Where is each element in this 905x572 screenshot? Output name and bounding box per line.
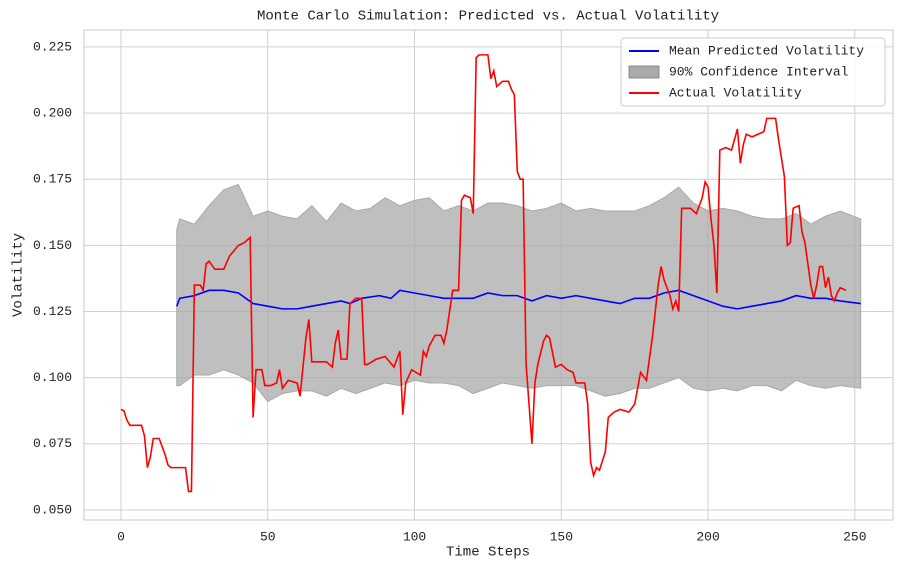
legend-label: 90% Confidence Interval bbox=[669, 64, 849, 79]
y-axis-label: Volatility bbox=[11, 233, 27, 317]
series-line bbox=[120, 54, 847, 493]
y-tick-label: 0.125 bbox=[33, 304, 72, 319]
confidence-band bbox=[176, 183, 862, 403]
y-tick-label: 0.050 bbox=[33, 502, 72, 517]
legend-box bbox=[620, 37, 886, 107]
y-tick-label: 0.225 bbox=[33, 39, 72, 54]
legend-label: Mean Predicted Volatility bbox=[669, 43, 864, 58]
x-tick-label: 150 bbox=[550, 529, 573, 544]
legend-swatch bbox=[628, 65, 660, 79]
x-axis-label: Time Steps bbox=[446, 545, 530, 561]
y-tick-label: 0.100 bbox=[33, 370, 72, 385]
x-tick-label: 100 bbox=[403, 529, 426, 544]
x-tick-label: 250 bbox=[843, 529, 866, 544]
series-line bbox=[176, 289, 861, 310]
legend: Mean Predicted Volatility 90% Confidence … bbox=[620, 37, 886, 107]
legend-label: Actual Volatility bbox=[669, 85, 802, 100]
x-tick-label: 50 bbox=[260, 529, 276, 544]
x-tick-label: 200 bbox=[696, 529, 719, 544]
y-tick-label: 0.150 bbox=[33, 238, 72, 253]
y-tick-label: 0.175 bbox=[33, 172, 72, 187]
x-tick-label: 0 bbox=[117, 529, 125, 544]
y-tick-label: 0.075 bbox=[33, 436, 72, 451]
chart-title: Monte Carlo Simulation: Predicted vs. Ac… bbox=[257, 9, 719, 25]
axes-frame bbox=[83, 29, 894, 521]
y-tick-label: 0.200 bbox=[33, 106, 72, 121]
